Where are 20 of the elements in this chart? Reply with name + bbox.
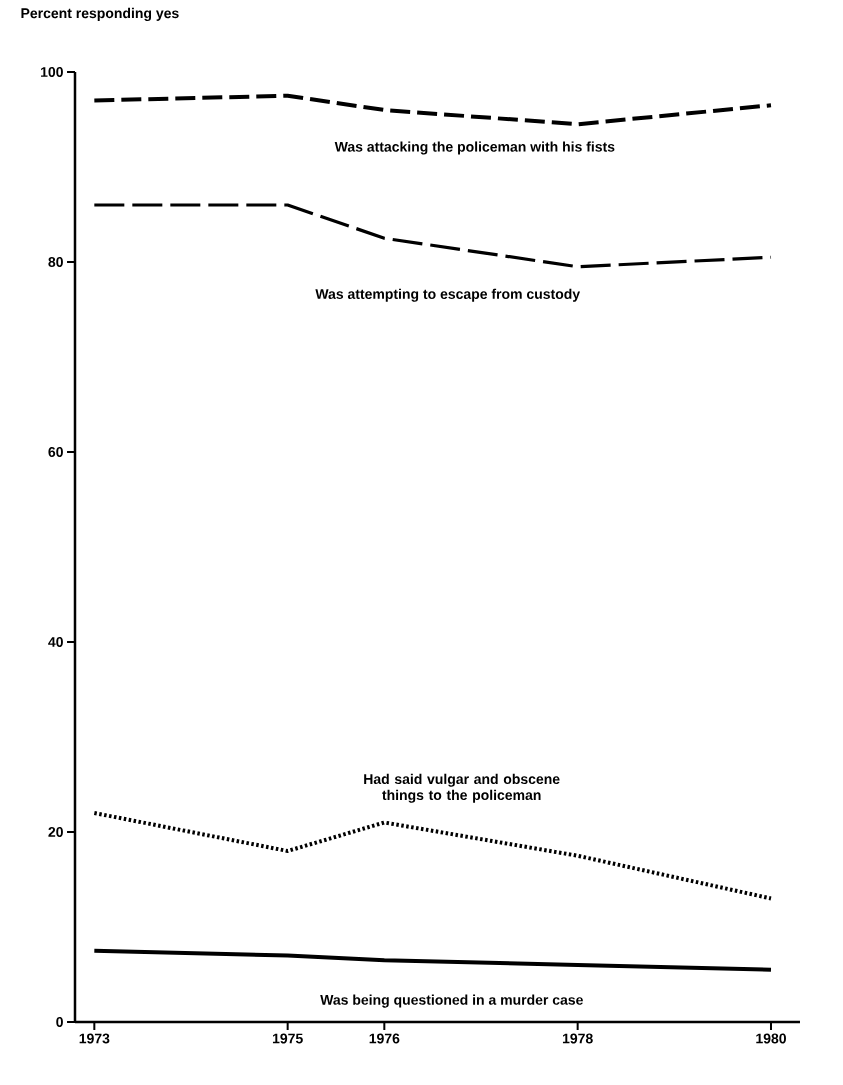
y-axis-title: Percent responding yes	[21, 7, 179, 21]
x-tick-label: 1976	[369, 1033, 400, 1044]
x-tick-label: 1973	[79, 1033, 110, 1044]
y-tick-label: 20	[48, 827, 63, 837]
series-label: Had said vulgar and obscene things to the policeman	[364, 773, 560, 803]
series-label: Was attempting to escape from custody	[315, 288, 581, 302]
y-tick-label: 0	[56, 1017, 63, 1027]
x-tick-label: 1978	[562, 1033, 593, 1044]
x-tick-label: 1975	[272, 1033, 303, 1044]
series-label: Was attacking the policeman with his fists	[334, 141, 615, 155]
line-series	[92, 93, 773, 127]
y-tick-label: 80	[48, 257, 63, 267]
y-tick-label: 40	[48, 637, 63, 647]
line-series	[92, 948, 773, 972]
text: Was being questioned in a murder case	[320, 994, 583, 1008]
line-series	[92, 203, 773, 269]
x-tick-label: 1980	[756, 1033, 786, 1044]
line-series	[92, 811, 773, 901]
y-tick-label: 100	[41, 67, 63, 77]
y-tick-label: 60	[48, 447, 63, 457]
